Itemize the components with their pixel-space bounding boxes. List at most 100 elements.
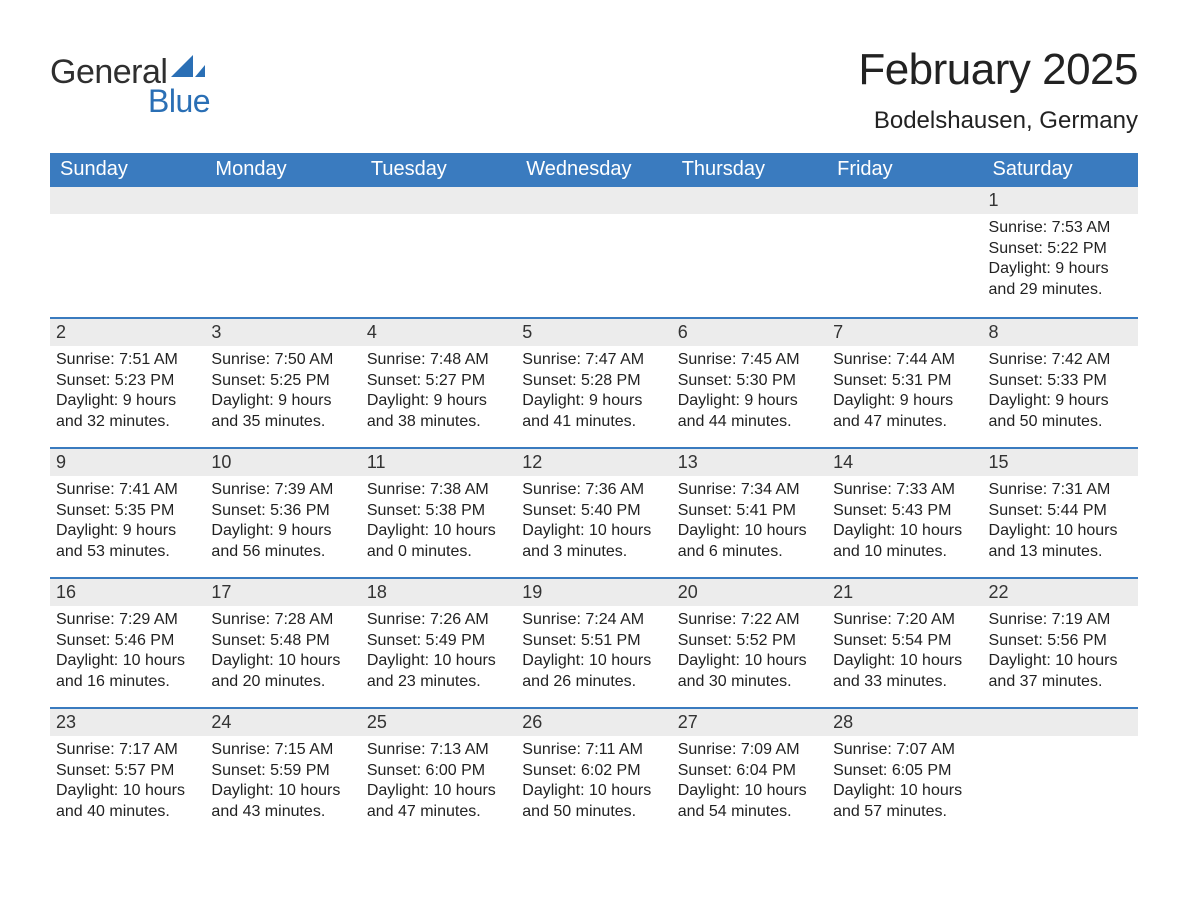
calendar-day-cell: 17Sunrise: 7:28 AMSunset: 5:48 PMDayligh… [205, 577, 360, 707]
day-number [50, 187, 205, 214]
day-info: Sunrise: 7:28 AMSunset: 5:48 PMDaylight:… [205, 606, 360, 694]
calendar-day-cell [516, 187, 671, 317]
weekday-header: Monday [205, 153, 360, 187]
day-number: 2 [50, 319, 205, 346]
day-info: Sunrise: 7:15 AMSunset: 5:59 PMDaylight:… [205, 736, 360, 824]
calendar-day-cell [983, 707, 1138, 837]
day-info: Sunrise: 7:33 AMSunset: 5:43 PMDaylight:… [827, 476, 982, 564]
day-number: 20 [672, 579, 827, 606]
calendar-day-cell: 15Sunrise: 7:31 AMSunset: 5:44 PMDayligh… [983, 447, 1138, 577]
day-info: Sunrise: 7:47 AMSunset: 5:28 PMDaylight:… [516, 346, 671, 434]
weekday-header: Saturday [983, 153, 1138, 187]
day-number: 25 [361, 709, 516, 736]
calendar-day-cell: 1Sunrise: 7:53 AMSunset: 5:22 PMDaylight… [983, 187, 1138, 317]
day-number: 9 [50, 449, 205, 476]
calendar-day-cell: 24Sunrise: 7:15 AMSunset: 5:59 PMDayligh… [205, 707, 360, 837]
day-number [983, 709, 1138, 736]
calendar-day-cell: 28Sunrise: 7:07 AMSunset: 6:05 PMDayligh… [827, 707, 982, 837]
day-number: 19 [516, 579, 671, 606]
calendar-day-cell: 9Sunrise: 7:41 AMSunset: 5:35 PMDaylight… [50, 447, 205, 577]
calendar-day-cell: 13Sunrise: 7:34 AMSunset: 5:41 PMDayligh… [672, 447, 827, 577]
calendar-day-cell: 16Sunrise: 7:29 AMSunset: 5:46 PMDayligh… [50, 577, 205, 707]
day-number: 12 [516, 449, 671, 476]
calendar-week-row: 1Sunrise: 7:53 AMSunset: 5:22 PMDaylight… [50, 187, 1138, 317]
day-number: 24 [205, 709, 360, 736]
day-number: 5 [516, 319, 671, 346]
calendar-day-cell [361, 187, 516, 317]
calendar-day-cell: 22Sunrise: 7:19 AMSunset: 5:56 PMDayligh… [983, 577, 1138, 707]
calendar-day-cell: 26Sunrise: 7:11 AMSunset: 6:02 PMDayligh… [516, 707, 671, 837]
calendar-day-cell: 6Sunrise: 7:45 AMSunset: 5:30 PMDaylight… [672, 317, 827, 447]
calendar-day-cell: 27Sunrise: 7:09 AMSunset: 6:04 PMDayligh… [672, 707, 827, 837]
weekday-header: Tuesday [361, 153, 516, 187]
day-info: Sunrise: 7:39 AMSunset: 5:36 PMDaylight:… [205, 476, 360, 564]
calendar-day-cell: 10Sunrise: 7:39 AMSunset: 5:36 PMDayligh… [205, 447, 360, 577]
calendar-day-cell [827, 187, 982, 317]
day-info: Sunrise: 7:26 AMSunset: 5:49 PMDaylight:… [361, 606, 516, 694]
day-info: Sunrise: 7:20 AMSunset: 5:54 PMDaylight:… [827, 606, 982, 694]
day-number: 28 [827, 709, 982, 736]
calendar-day-cell: 20Sunrise: 7:22 AMSunset: 5:52 PMDayligh… [672, 577, 827, 707]
day-info: Sunrise: 7:42 AMSunset: 5:33 PMDaylight:… [983, 346, 1138, 434]
day-info: Sunrise: 7:07 AMSunset: 6:05 PMDaylight:… [827, 736, 982, 824]
day-number: 8 [983, 319, 1138, 346]
calendar-day-cell: 11Sunrise: 7:38 AMSunset: 5:38 PMDayligh… [361, 447, 516, 577]
weekday-header: Wednesday [516, 153, 671, 187]
calendar-week-row: 16Sunrise: 7:29 AMSunset: 5:46 PMDayligh… [50, 577, 1138, 707]
day-info: Sunrise: 7:51 AMSunset: 5:23 PMDaylight:… [50, 346, 205, 434]
logo-word2: Blue [148, 83, 210, 120]
day-number: 22 [983, 579, 1138, 606]
calendar-week-row: 23Sunrise: 7:17 AMSunset: 5:57 PMDayligh… [50, 707, 1138, 837]
calendar-table: Sunday Monday Tuesday Wednesday Thursday… [50, 153, 1138, 837]
day-number: 10 [205, 449, 360, 476]
day-info: Sunrise: 7:48 AMSunset: 5:27 PMDaylight:… [361, 346, 516, 434]
day-info: Sunrise: 7:45 AMSunset: 5:30 PMDaylight:… [672, 346, 827, 434]
weekday-header: Thursday [672, 153, 827, 187]
day-info: Sunrise: 7:17 AMSunset: 5:57 PMDaylight:… [50, 736, 205, 824]
day-number: 17 [205, 579, 360, 606]
day-number: 21 [827, 579, 982, 606]
day-number: 14 [827, 449, 982, 476]
calendar-day-cell [672, 187, 827, 317]
day-number: 15 [983, 449, 1138, 476]
day-info: Sunrise: 7:19 AMSunset: 5:56 PMDaylight:… [983, 606, 1138, 694]
day-number [516, 187, 671, 214]
calendar-week-row: 9Sunrise: 7:41 AMSunset: 5:35 PMDaylight… [50, 447, 1138, 577]
calendar-page: General Blue February 2025 Bodelshausen,… [0, 0, 1188, 918]
day-info: Sunrise: 7:50 AMSunset: 5:25 PMDaylight:… [205, 346, 360, 434]
page-header: General Blue February 2025 Bodelshausen,… [50, 45, 1138, 143]
day-number: 13 [672, 449, 827, 476]
location-text: Bodelshausen, Germany [858, 107, 1138, 135]
day-info: Sunrise: 7:13 AMSunset: 6:00 PMDaylight:… [361, 736, 516, 824]
day-info: Sunrise: 7:31 AMSunset: 5:44 PMDaylight:… [983, 476, 1138, 564]
day-info: Sunrise: 7:24 AMSunset: 5:51 PMDaylight:… [516, 606, 671, 694]
day-number: 6 [672, 319, 827, 346]
calendar-day-cell: 19Sunrise: 7:24 AMSunset: 5:51 PMDayligh… [516, 577, 671, 707]
title-block: February 2025 Bodelshausen, Germany [858, 45, 1138, 143]
day-info: Sunrise: 7:29 AMSunset: 5:46 PMDaylight:… [50, 606, 205, 694]
month-title: February 2025 [858, 45, 1138, 95]
logo-sail-icon [171, 55, 205, 83]
day-info: Sunrise: 7:41 AMSunset: 5:35 PMDaylight:… [50, 476, 205, 564]
calendar-day-cell: 14Sunrise: 7:33 AMSunset: 5:43 PMDayligh… [827, 447, 982, 577]
calendar-week-row: 2Sunrise: 7:51 AMSunset: 5:23 PMDaylight… [50, 317, 1138, 447]
day-number [361, 187, 516, 214]
day-info: Sunrise: 7:22 AMSunset: 5:52 PMDaylight:… [672, 606, 827, 694]
calendar-day-cell: 18Sunrise: 7:26 AMSunset: 5:49 PMDayligh… [361, 577, 516, 707]
calendar-head: Sunday Monday Tuesday Wednesday Thursday… [50, 153, 1138, 187]
calendar-day-cell: 21Sunrise: 7:20 AMSunset: 5:54 PMDayligh… [827, 577, 982, 707]
day-info: Sunrise: 7:09 AMSunset: 6:04 PMDaylight:… [672, 736, 827, 824]
calendar-body: 1Sunrise: 7:53 AMSunset: 5:22 PMDaylight… [50, 187, 1138, 837]
calendar-day-cell: 7Sunrise: 7:44 AMSunset: 5:31 PMDaylight… [827, 317, 982, 447]
day-number: 16 [50, 579, 205, 606]
calendar-day-cell: 2Sunrise: 7:51 AMSunset: 5:23 PMDaylight… [50, 317, 205, 447]
day-info: Sunrise: 7:53 AMSunset: 5:22 PMDaylight:… [983, 214, 1138, 302]
weekday-header: Friday [827, 153, 982, 187]
calendar-day-cell: 23Sunrise: 7:17 AMSunset: 5:57 PMDayligh… [50, 707, 205, 837]
calendar-day-cell: 5Sunrise: 7:47 AMSunset: 5:28 PMDaylight… [516, 317, 671, 447]
day-number: 1 [983, 187, 1138, 214]
day-info: Sunrise: 7:36 AMSunset: 5:40 PMDaylight:… [516, 476, 671, 564]
day-number: 26 [516, 709, 671, 736]
calendar-day-cell: 4Sunrise: 7:48 AMSunset: 5:27 PMDaylight… [361, 317, 516, 447]
day-info: Sunrise: 7:44 AMSunset: 5:31 PMDaylight:… [827, 346, 982, 434]
